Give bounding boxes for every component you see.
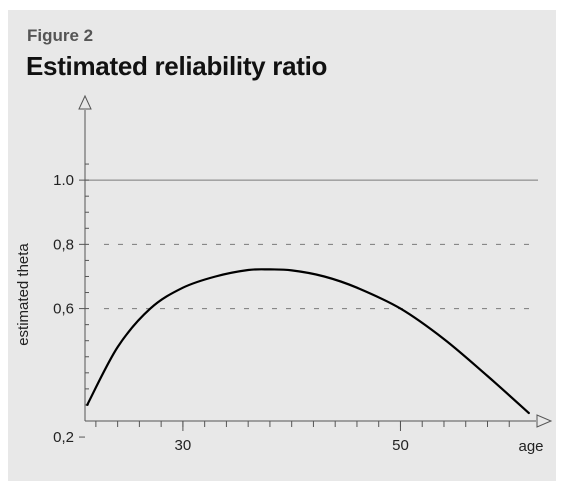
y-axis-arrow <box>78 94 92 110</box>
chart-svg: 0,2 0,6 0,8 1.0 30 50 age estimated theta <box>15 94 553 455</box>
ticks: 0,2 0,6 0,8 1.0 30 50 <box>53 163 510 454</box>
figure-label: Figure 2 <box>27 26 94 45</box>
series-line-0 <box>86 268 530 415</box>
reference-lines <box>85 179 538 310</box>
x-tick-label: 30 <box>175 437 192 454</box>
axes <box>78 94 553 428</box>
x-tick-label: 50 <box>392 437 409 454</box>
x-axis-label: age <box>518 438 543 455</box>
y-tick-label: 1.0 <box>53 172 74 189</box>
chart-title: Estimated reliability ratio <box>26 51 328 81</box>
x-axis-arrow <box>536 414 553 428</box>
y-tick-label: 0,8 <box>53 236 74 253</box>
y-axis-label: estimated theta <box>15 243 32 346</box>
y-tick-label: 0,2 <box>53 429 74 446</box>
series <box>86 268 530 415</box>
figure-panel: Figure 2 Estimated reliability ratio 0,2… <box>8 10 556 481</box>
y-tick-label: 0,6 <box>53 301 74 318</box>
